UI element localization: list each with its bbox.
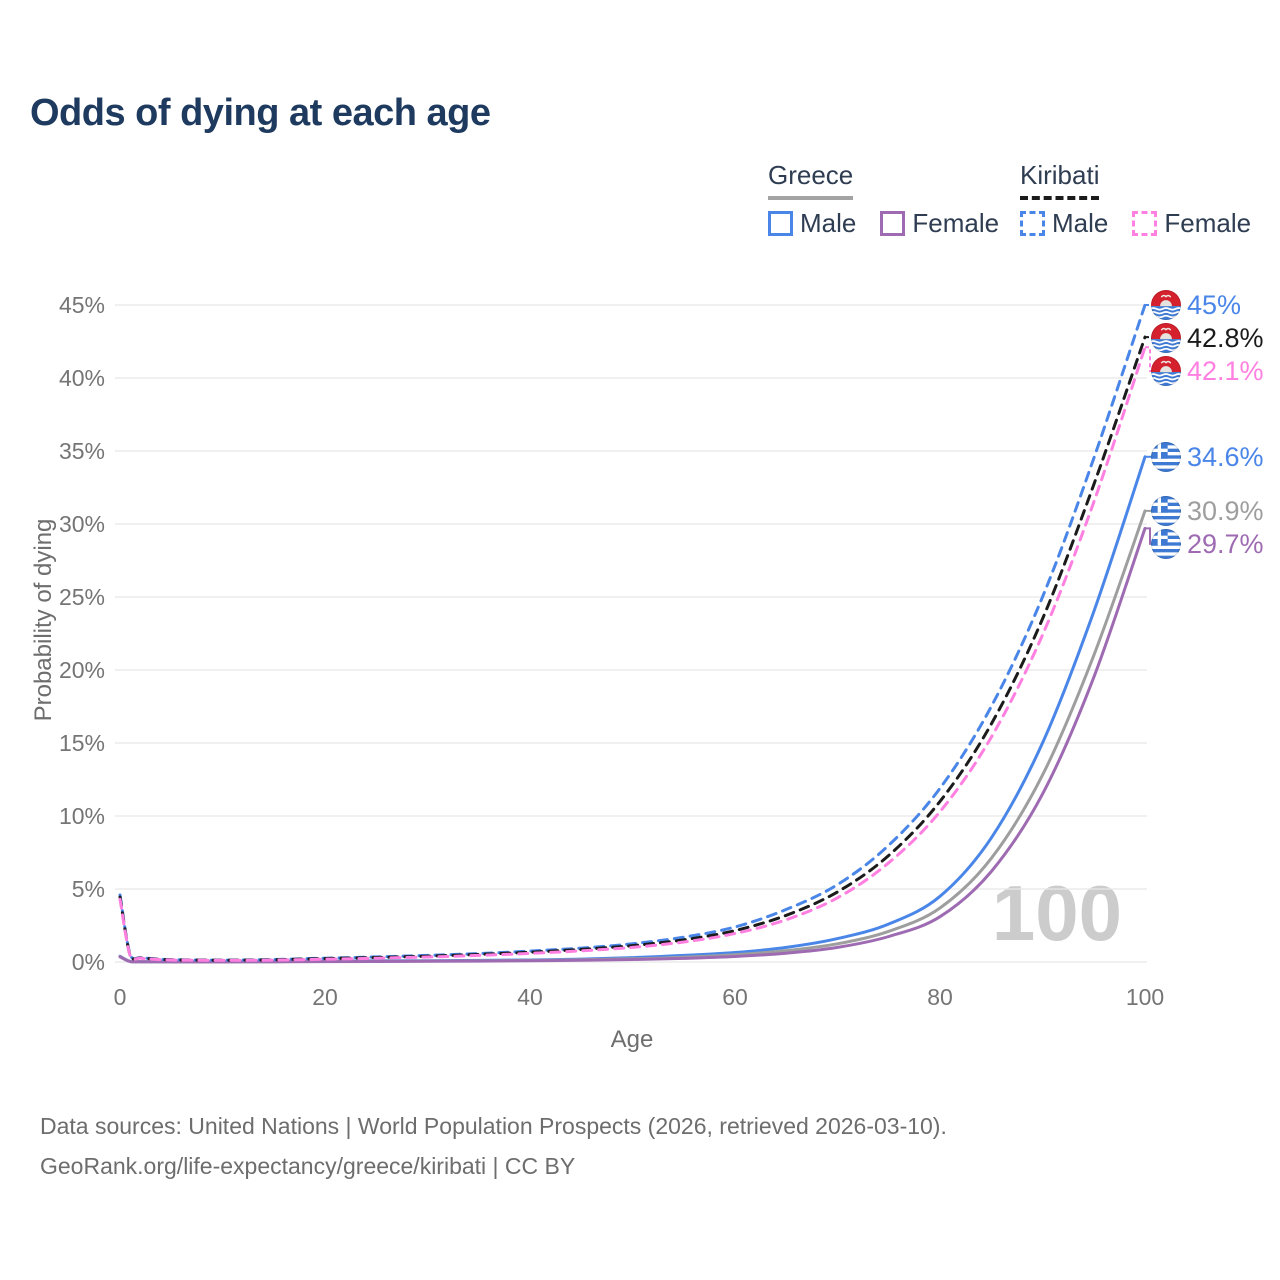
greece-flag-icon	[1151, 496, 1181, 526]
legend-item-kiribati-male[interactable]: Male	[1020, 208, 1108, 239]
x-tick-label: 0	[114, 984, 127, 1010]
y-tick-label: 5%	[72, 876, 105, 902]
end-label-greece_total: 30.9%	[1151, 495, 1264, 527]
y-tick-label: 0%	[72, 949, 105, 975]
y-tick-label: 40%	[59, 365, 105, 391]
series-line-kiribati_female	[118, 345, 1147, 962]
end-label-value: 42.8%	[1187, 323, 1264, 353]
kiribati-flag-icon	[1151, 290, 1181, 320]
x-tick-label: 40	[517, 984, 543, 1010]
kiribati-flag-icon	[1151, 323, 1181, 353]
x-tick-label: 100	[1126, 984, 1164, 1010]
legend-item-label: Female	[1164, 208, 1252, 238]
y-tick-label: 45%	[59, 292, 105, 318]
legend-item-greece-female[interactable]: Female	[880, 208, 999, 239]
legend-group-greece-label[interactable]: Greece	[768, 160, 854, 200]
y-tick-label: 25%	[59, 584, 105, 610]
x-axis-title: Age	[610, 1026, 654, 1053]
legend-item-label: Male	[1052, 208, 1109, 238]
end-label-value: 29.7%	[1187, 528, 1264, 559]
end-label-value: 34.6%	[1187, 441, 1264, 472]
series-line-kiribati_male	[118, 303, 1147, 962]
y-tick-label: 30%	[59, 511, 105, 537]
source-line-2: GeoRank.org/life-expectancy/greece/kirib…	[40, 1153, 576, 1180]
series-line-kiribati_total	[118, 335, 1147, 962]
legend-item-label: Female	[912, 208, 1000, 238]
kiribati-male-swatch-icon	[1020, 211, 1045, 236]
y-tick-label: 35%	[59, 438, 105, 464]
kiribati-flag-icon	[1151, 356, 1181, 386]
y-tick-label: 20%	[59, 657, 105, 683]
end-label-greece_male: 34.6%	[1151, 441, 1264, 473]
greece-flag-icon	[1151, 529, 1181, 559]
legend-group-greece: Greece Male Female	[768, 160, 999, 239]
x-tick-label: 60	[722, 984, 748, 1010]
age-watermark: 100	[991, 869, 1122, 957]
legend-group-kiribati: Kiribati Male Female	[1020, 160, 1251, 239]
x-tick-label: 20	[312, 984, 338, 1010]
y-axis-title: Probability of dying	[30, 518, 57, 722]
legend-item-label: Male	[800, 208, 857, 238]
kiribati-female-swatch-icon	[1132, 211, 1158, 236]
greece-male-swatch-icon	[768, 211, 793, 236]
source-text: Data sources: United Nations | World Pop…	[40, 1106, 947, 1187]
legend-item-greece-male[interactable]: Male	[768, 208, 856, 239]
y-tick-label: 10%	[59, 803, 105, 829]
end-label-kiribati_female: 42.1%	[1151, 355, 1264, 387]
legend-group-kiribati-label[interactable]: Kiribati	[1020, 160, 1100, 200]
greece-female-swatch-icon	[880, 211, 906, 236]
source-line-1: Data sources: United Nations | World Pop…	[40, 1113, 947, 1139]
end-label-kiribati_total: 42.8%	[1151, 322, 1264, 354]
end-label-value: 42.1%	[1187, 356, 1264, 386]
end-label-value: 30.9%	[1187, 495, 1264, 526]
end-label-greece_female: 29.7%	[1151, 528, 1264, 560]
y-tick-label: 15%	[59, 730, 105, 756]
legend-item-kiribati-female[interactable]: Female	[1132, 208, 1251, 239]
greece-flag-icon	[1151, 442, 1181, 472]
plot-area: 0% 5% 10% 15% 20% 25% 30% 35% 40% 45% 0 20 40 60 80 100	[59, 292, 1164, 1010]
series-line-greece_female	[118, 526, 1147, 964]
page-title: Odds of dying at each age	[30, 92, 491, 134]
end-label-value: 45%	[1187, 290, 1242, 320]
x-tick-label: 80	[927, 984, 953, 1010]
end-label-kiribati_male: 45%	[1151, 289, 1241, 321]
